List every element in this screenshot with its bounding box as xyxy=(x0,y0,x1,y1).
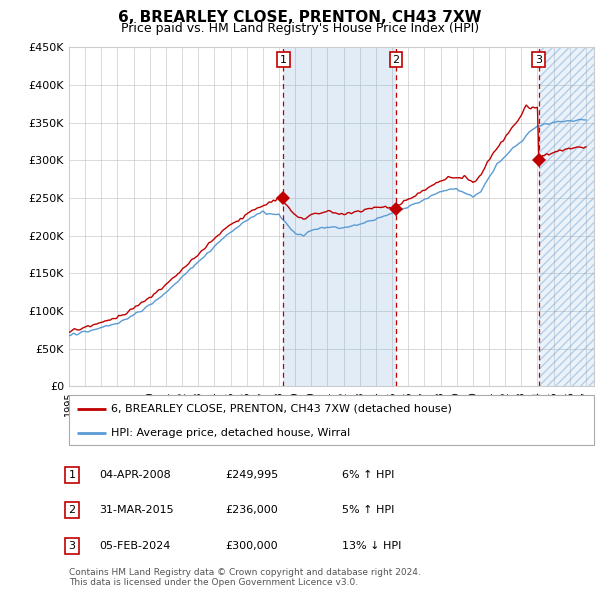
Text: Price paid vs. HM Land Registry's House Price Index (HPI): Price paid vs. HM Land Registry's House … xyxy=(121,22,479,35)
Text: £249,995: £249,995 xyxy=(225,470,278,480)
Text: 6, BREARLEY CLOSE, PRENTON, CH43 7XW: 6, BREARLEY CLOSE, PRENTON, CH43 7XW xyxy=(118,10,482,25)
Bar xyxy=(539,47,594,386)
Text: HPI: Average price, detached house, Wirral: HPI: Average price, detached house, Wirr… xyxy=(111,428,350,438)
Text: £300,000: £300,000 xyxy=(225,541,278,550)
Bar xyxy=(539,47,594,386)
Text: 3: 3 xyxy=(68,541,76,550)
Text: 1: 1 xyxy=(68,470,76,480)
Bar xyxy=(283,47,396,386)
Text: 31-MAR-2015: 31-MAR-2015 xyxy=(99,506,173,515)
Text: 05-FEB-2024: 05-FEB-2024 xyxy=(99,541,170,550)
Text: 1: 1 xyxy=(280,55,287,65)
Text: This data is licensed under the Open Government Licence v3.0.: This data is licensed under the Open Gov… xyxy=(69,578,358,587)
Text: 3: 3 xyxy=(535,55,542,65)
Text: 04-APR-2008: 04-APR-2008 xyxy=(99,470,171,480)
Text: 5% ↑ HPI: 5% ↑ HPI xyxy=(342,506,394,515)
Text: 6, BREARLEY CLOSE, PRENTON, CH43 7XW (detached house): 6, BREARLEY CLOSE, PRENTON, CH43 7XW (de… xyxy=(111,404,452,414)
Text: £236,000: £236,000 xyxy=(225,506,278,515)
Text: 13% ↓ HPI: 13% ↓ HPI xyxy=(342,541,401,550)
FancyBboxPatch shape xyxy=(69,395,594,445)
Text: 2: 2 xyxy=(68,506,76,515)
Text: 2: 2 xyxy=(392,55,400,65)
Text: 6% ↑ HPI: 6% ↑ HPI xyxy=(342,470,394,480)
Text: Contains HM Land Registry data © Crown copyright and database right 2024.: Contains HM Land Registry data © Crown c… xyxy=(69,568,421,577)
